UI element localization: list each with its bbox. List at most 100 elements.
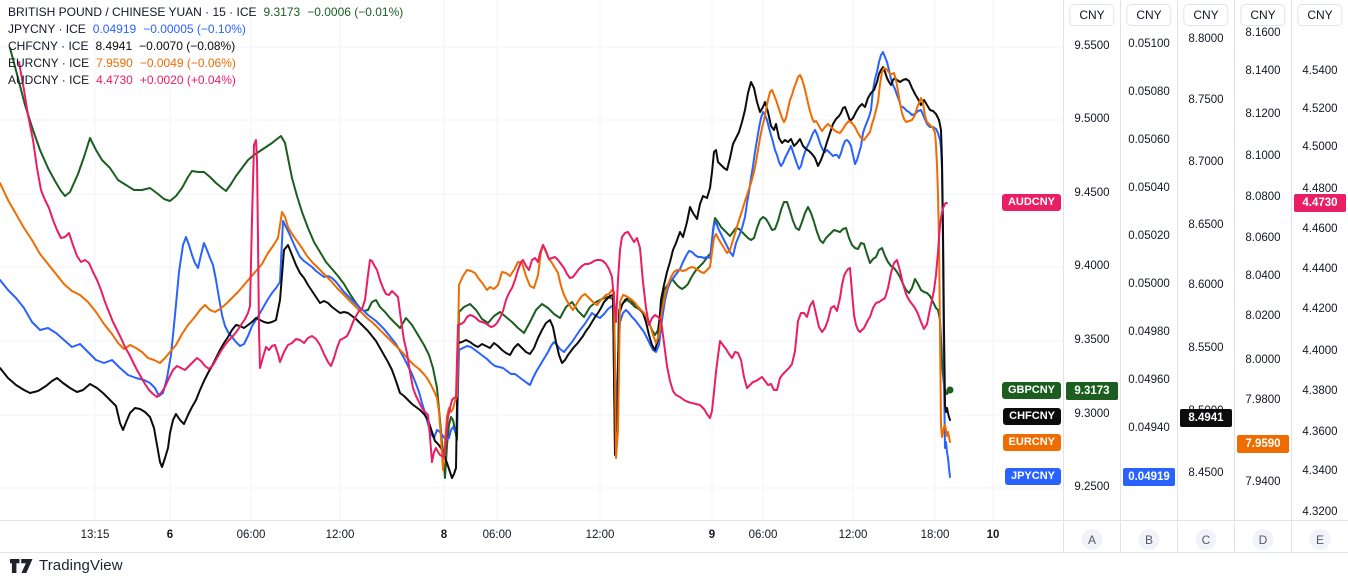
legend: BRITISH POUND / CHINESE YUAN · 15 · ICE 9… <box>8 4 403 89</box>
price-tick: 9.4000 <box>1074 260 1110 272</box>
price-tick: 8.7000 <box>1188 156 1224 168</box>
legend-row-chfcny[interactable]: CHFCNY · ICE 8.4941 −0.0070 (−0.08%) <box>8 38 403 55</box>
legend-change: −0.0070 (−0.08%) <box>139 39 236 53</box>
price-tick: 0.05000 <box>1128 278 1170 290</box>
currency-button-e[interactable]: CNY <box>1297 4 1343 26</box>
price-tick: 8.6500 <box>1188 219 1224 231</box>
series-name-label-gbpcny: GBPCNY <box>1001 382 1061 399</box>
last-price-badge-jpycny: 0.04919 <box>1123 468 1175 486</box>
scale-toggle-button-e[interactable]: E <box>1309 529 1331 550</box>
currency-button-c[interactable]: CNY <box>1183 4 1229 26</box>
time-axis-label: 10 <box>986 529 1000 541</box>
tradingview-brand-text[interactable]: TradingView <box>39 557 123 574</box>
legend-change: −0.0049 (−0.06%) <box>139 56 236 70</box>
price-tick: 8.7500 <box>1188 94 1224 106</box>
legend-symbol-title: EURCNY · ICE <box>8 56 90 70</box>
legend-last-price: 4.4730 <box>96 73 133 87</box>
price-tick: 0.04960 <box>1128 374 1170 386</box>
legend-symbol-title: CHFCNY · ICE <box>8 39 89 53</box>
series-line-chfcny <box>0 66 951 479</box>
price-tick: 9.5000 <box>1074 113 1110 125</box>
legend-symbol-title: JPYCNY · ICE <box>8 22 86 36</box>
price-tick: 0.04980 <box>1128 326 1170 338</box>
price-tick: 8.1600 <box>1245 27 1281 39</box>
legend-row-audcny[interactable]: AUDCNY · ICE 4.4730 +0.0020 (+0.04%) <box>8 72 403 89</box>
price-tick: 8.6000 <box>1188 279 1224 291</box>
price-tick: 4.4200 <box>1302 303 1338 315</box>
price-tick: 4.5000 <box>1302 141 1338 153</box>
price-tick: 0.05100 <box>1128 38 1170 50</box>
price-tick: 8.0200 <box>1245 310 1281 322</box>
price-tick: 0.05040 <box>1128 182 1170 194</box>
currency-button-b[interactable]: CNY <box>1126 4 1172 26</box>
series-line-jpycny <box>0 51 951 478</box>
price-tick: 4.3400 <box>1302 465 1338 477</box>
price-tick: 4.3600 <box>1302 426 1338 438</box>
time-axis-label: 06:00 <box>748 529 778 541</box>
last-price-badge-gbpcny: 9.3173 <box>1066 382 1118 400</box>
legend-change: −0.00005 (−0.10%) <box>143 22 246 36</box>
chart-plot-area[interactable]: AUDCNY GBPCNY CHFCNY EURCNY JPYCNY BRITISH P… <box>0 0 1063 520</box>
price-scales[interactable]: CNY 9.5500 9.5000 9.4500 9.4000 9.3500 9.3000 9… <box>1063 0 1348 552</box>
last-point-marker-gbpcny <box>946 386 954 394</box>
price-scale-d-eurcny[interactable]: CNY 8.1600 8.1400 8.1200 8.1000 8.0800 8.0600 8… <box>1234 0 1291 552</box>
price-tick: 4.4600 <box>1302 223 1338 235</box>
price-scale-a-gbpcny[interactable]: CNY 9.5500 9.5000 9.4500 9.4000 9.3500 9.3000 9… <box>1063 0 1120 552</box>
price-scale-e-audcny[interactable]: CNY 4.5400 4.5200 4.5000 4.4800 4.4600 4.4400 4… <box>1291 0 1348 552</box>
time-axis-label: 13:15 <box>80 529 110 541</box>
time-axis-label: 8 <box>440 529 448 541</box>
scale-toggle-button-d[interactable]: D <box>1252 529 1274 550</box>
last-price-badge-chfcny: 8.4941 <box>1180 409 1232 427</box>
price-tick: 8.1200 <box>1245 108 1281 120</box>
legend-row-jpycny[interactable]: JPYCNY · ICE 0.04919 −0.00005 (−0.10%) <box>8 21 403 38</box>
series-name-label-jpycny: JPYCNY <box>1004 468 1061 485</box>
series-name-label-audcny: AUDCNY <box>1001 194 1061 211</box>
chart-canvas[interactable] <box>0 0 1063 520</box>
time-axis[interactable]: 13:15 6 06:00 12:00 8 06:00 12:00 9 06:00 12:00 18… <box>0 520 1063 553</box>
price-tick: 7.9400 <box>1245 476 1281 488</box>
price-tick: 4.3800 <box>1302 385 1338 397</box>
price-tick: 8.5500 <box>1188 342 1224 354</box>
legend-symbol-title: AUDCNY · ICE <box>8 73 90 87</box>
scale-toggle-button-b[interactable]: B <box>1138 529 1160 550</box>
price-tick: 9.2500 <box>1074 481 1110 493</box>
time-axis-label: 12:00 <box>838 529 868 541</box>
price-tick: 8.0600 <box>1245 232 1281 244</box>
legend-row-eurcny[interactable]: EURCNY · ICE 7.9590 −0.0049 (−0.06%) <box>8 55 403 72</box>
currency-button-d[interactable]: CNY <box>1240 4 1286 26</box>
time-axis-label: 06:00 <box>482 529 512 541</box>
price-scale-b-jpycny[interactable]: CNY 0.05100 0.05080 0.05060 0.05040 0.05020 0.… <box>1120 0 1177 552</box>
time-axis-label: 12:00 <box>325 529 355 541</box>
last-price-badge-audcny: 4.4730 <box>1294 194 1346 212</box>
price-tick: 9.3500 <box>1074 334 1110 346</box>
price-tick: 4.4400 <box>1302 263 1338 275</box>
legend-change: +0.0020 (+0.04%) <box>139 73 236 87</box>
price-scale-c-chfcny[interactable]: CNY 8.8000 8.7500 8.7000 8.6500 8.6000 8.5500 8… <box>1177 0 1234 552</box>
time-axis-label: 9 <box>708 529 716 541</box>
legend-last-price: 8.4941 <box>95 39 133 53</box>
price-tick: 7.9800 <box>1245 394 1281 406</box>
legend-symbol-title: BRITISH POUND / CHINESE YUAN · 15 · ICE <box>8 5 257 19</box>
currency-button-a[interactable]: CNY <box>1069 4 1115 26</box>
price-tick: 0.04940 <box>1128 422 1170 434</box>
scale-toggle-button-a[interactable]: A <box>1081 529 1103 550</box>
price-tick: 9.5500 <box>1074 40 1110 52</box>
series-name-label-chfcny: CHFCNY <box>1003 408 1061 425</box>
price-tick: 0.05060 <box>1128 134 1170 146</box>
price-tick: 4.4800 <box>1302 183 1338 195</box>
scale-toggle-button-c[interactable]: C <box>1195 529 1217 550</box>
last-price-badge-eurcny: 7.9590 <box>1237 435 1289 453</box>
legend-last-price: 0.04919 <box>92 22 137 36</box>
legend-change: −0.0006 (−0.01%) <box>307 5 404 19</box>
legend-row-gbpcny[interactable]: BRITISH POUND / CHINESE YUAN · 15 · ICE 9… <box>8 4 403 21</box>
price-tick: 0.05020 <box>1128 230 1170 242</box>
time-axis-label: 18:00 <box>920 529 950 541</box>
price-tick: 4.5400 <box>1302 65 1338 77</box>
tradingview-logo-icon[interactable] <box>10 558 33 573</box>
footer-separator-line <box>0 552 1348 553</box>
series-name-label-eurcny: EURCNY <box>1002 434 1061 451</box>
axis-separator-line <box>0 520 1348 521</box>
price-tick: 8.1400 <box>1245 65 1281 77</box>
price-tick: 8.0800 <box>1245 191 1281 203</box>
